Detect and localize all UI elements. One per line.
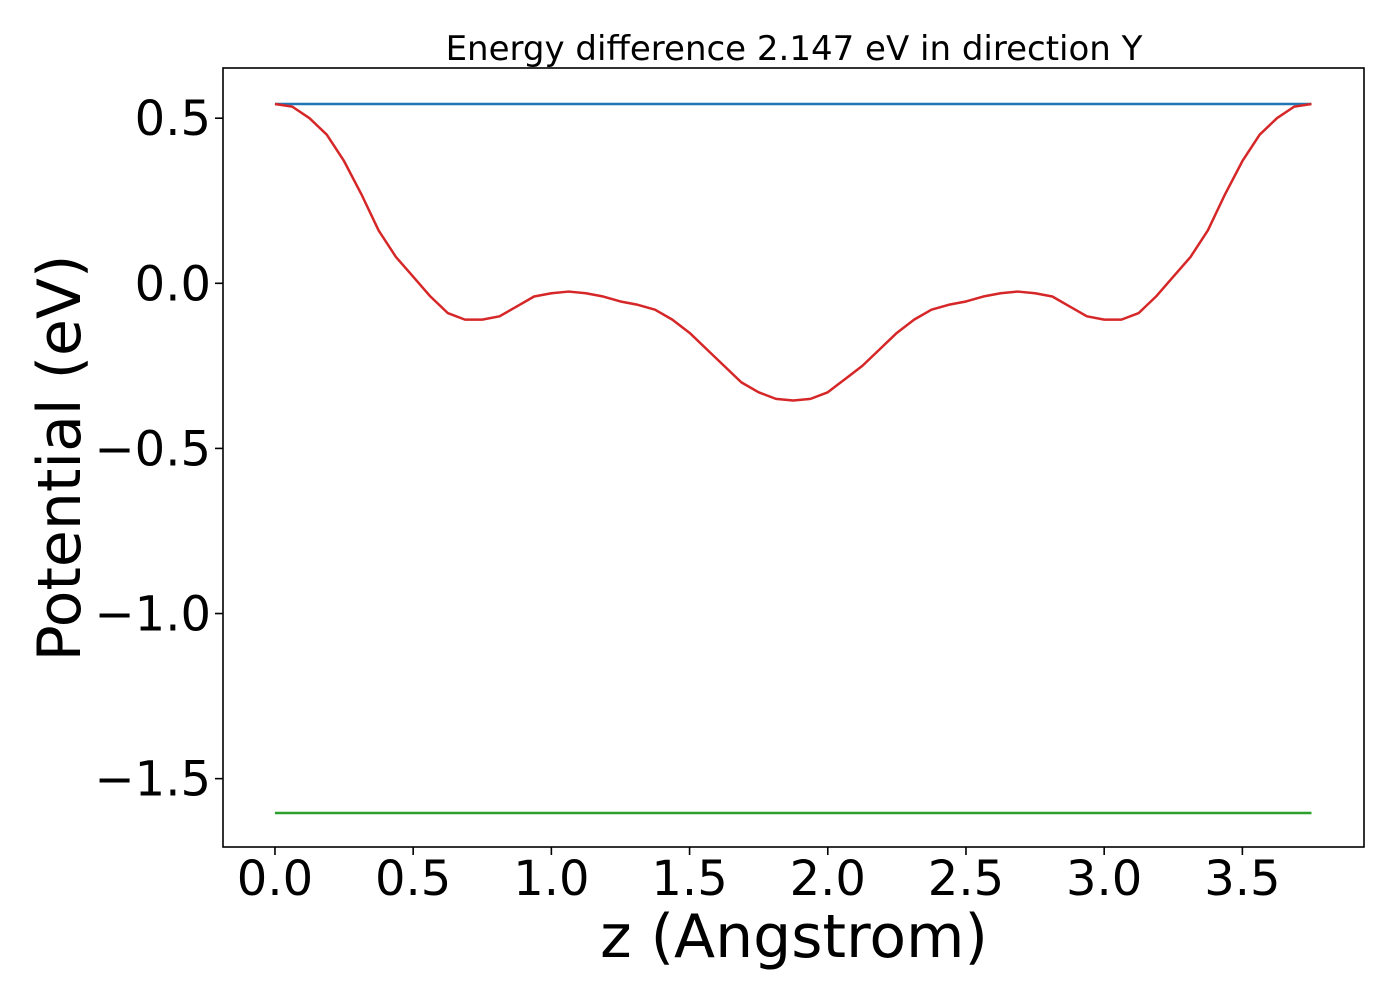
y-tick-label: −1.5 xyxy=(94,752,211,808)
chart-title: Energy difference 2.147 eV in direction … xyxy=(446,29,1143,69)
y-tick-label: −1.0 xyxy=(94,587,211,643)
y-tick-label: −0.5 xyxy=(94,421,211,477)
x-tick-label: 0.0 xyxy=(237,851,313,907)
plot-area xyxy=(274,102,1312,815)
x-axis-label: z (Angstrom) xyxy=(600,902,988,972)
x-tick-label: 1.0 xyxy=(513,851,589,907)
x-axis-ticks: 0.0 0.5 1.0 1.5 2.0 2.5 3.0 3.5 xyxy=(237,847,1281,907)
y-axis-ticks: 0.5 0.0 −0.5 −1.0 −1.5 xyxy=(94,91,223,808)
x-tick-label: 3.0 xyxy=(1066,851,1142,907)
series-line-2 xyxy=(274,102,1312,402)
y-tick-label: 0.0 xyxy=(135,256,211,312)
plot-frame xyxy=(222,67,1365,848)
x-tick-label: 1.5 xyxy=(651,851,727,907)
x-tick-label: 3.5 xyxy=(1204,851,1280,907)
y-axis-label: Potential (eV) xyxy=(25,255,95,662)
x-tick-label: 2.5 xyxy=(928,851,1004,907)
x-tick-label: 2.0 xyxy=(790,851,866,907)
y-tick-label: 0.5 xyxy=(135,91,211,147)
x-tick-label: 0.5 xyxy=(375,851,451,907)
